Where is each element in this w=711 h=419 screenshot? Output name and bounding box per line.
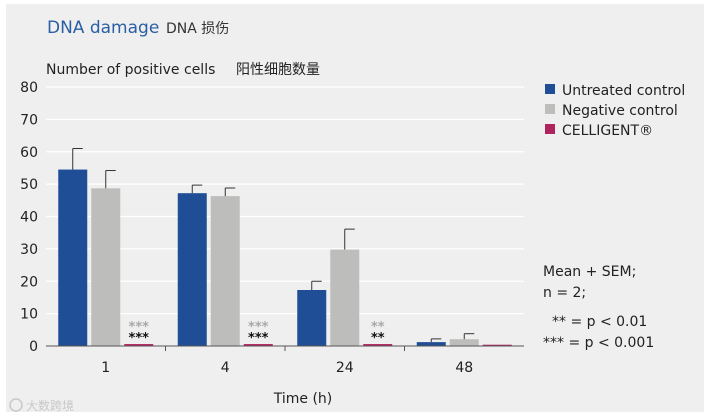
bar: [210, 196, 240, 346]
bar: [449, 339, 479, 346]
y-tick-label: 50: [20, 177, 38, 193]
significance-vs-negative: **: [371, 320, 385, 335]
bar: [363, 344, 393, 346]
legend-swatch: [545, 84, 555, 94]
stats-note: n = 2;: [543, 285, 586, 301]
legend: Untreated control Negative control CELLIGE…: [545, 83, 685, 139]
bar: [482, 344, 512, 346]
bar: [177, 193, 207, 346]
bar: [124, 344, 154, 346]
bar: [416, 342, 446, 346]
x-tick-label: 1: [101, 360, 110, 376]
bar: [297, 289, 327, 346]
x-tick-label: 4: [221, 360, 230, 376]
legend-label: Untreated control: [562, 83, 685, 99]
significance-vs-untreated: ***: [129, 331, 150, 346]
bar: [91, 188, 121, 346]
bar: [243, 344, 273, 346]
legend-swatch: [545, 124, 555, 134]
y-tick-label: 20: [20, 274, 38, 290]
legend-swatch: [545, 104, 555, 114]
watermark-text: 大数跨境: [26, 398, 74, 413]
significance-vs-untreated: **: [371, 331, 385, 346]
significance-vs-negative: ***: [129, 320, 150, 335]
stats-notes: Mean + SEM; n = 2; ** = p < 0.01 *** = p < …: [543, 264, 654, 351]
y-tick-label: 30: [20, 242, 38, 258]
bars: [58, 169, 512, 346]
stats-note: *** = p < 0.001: [543, 335, 654, 351]
chart-subtitle-cn: 阳性细胞数量: [236, 62, 320, 78]
y-tick-label: 10: [20, 307, 38, 323]
watermark-logo-icon: [9, 398, 23, 412]
x-tick-label: 48: [455, 360, 473, 376]
bar: [58, 169, 88, 346]
x-axis-label: Time (h): [273, 391, 333, 407]
y-tick-label: 40: [20, 210, 38, 226]
significance-vs-untreated: ***: [248, 331, 269, 346]
y-tick-label: 80: [20, 80, 38, 96]
gridlines: [46, 86, 524, 315]
watermark: 大数跨境: [9, 398, 74, 413]
y-axis-ticks: 0 10 20 30 40 50 60 70 80: [20, 80, 38, 355]
y-tick-label: 60: [20, 145, 38, 161]
chart-title-cn: DNA 损伤: [166, 21, 229, 37]
significance-marks: ****************: [129, 320, 385, 346]
y-tick-label: 0: [29, 339, 38, 355]
x-axis-ticks: 1 4 24 48: [101, 346, 473, 376]
stats-note: Mean + SEM;: [543, 264, 636, 280]
x-tick-label: 24: [336, 360, 354, 376]
error-bars: [72, 148, 475, 343]
chart-title: DNA damage: [47, 18, 159, 38]
significance-vs-negative: ***: [248, 320, 269, 335]
chart-subtitle: Number of positive cells: [46, 62, 215, 78]
stats-note: ** = p < 0.01: [552, 314, 647, 330]
y-tick-label: 70: [20, 112, 38, 128]
legend-label: Negative control: [562, 103, 678, 119]
bar: [330, 249, 360, 346]
legend-label: CELLIGENT®: [562, 123, 653, 139]
